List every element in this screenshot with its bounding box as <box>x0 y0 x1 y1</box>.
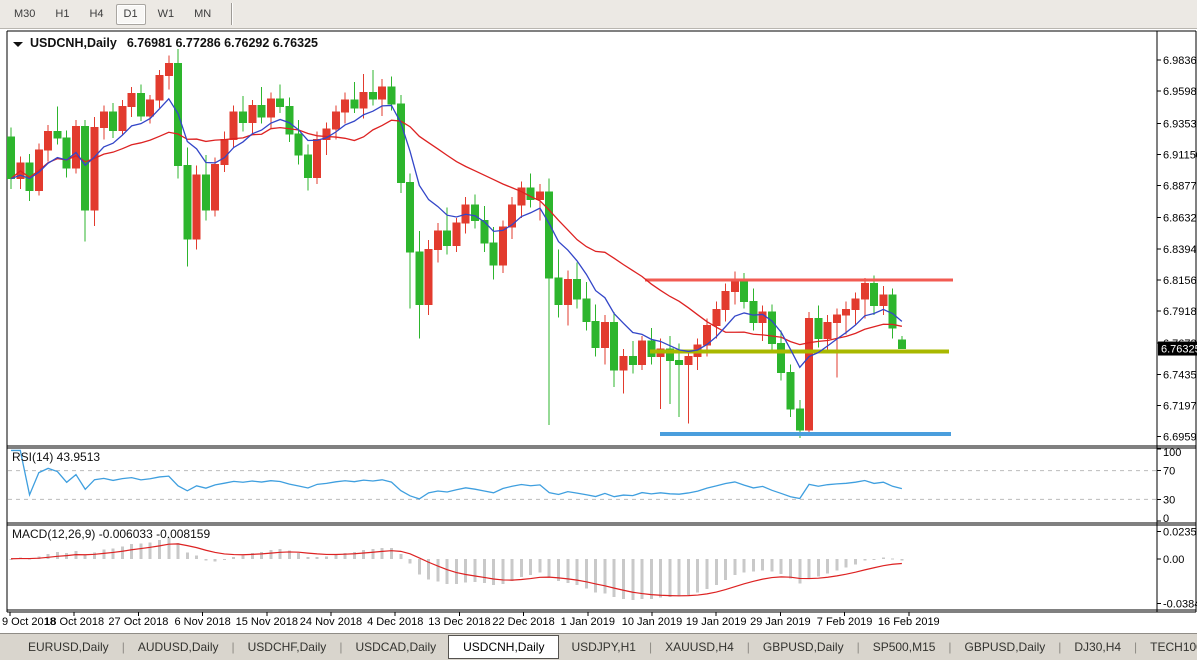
time-axis-label: 18 Oct 2018 <box>44 616 104 628</box>
pane-borders <box>6 30 1197 613</box>
chart-tab-audusd[interactable]: AUDUSD,Daily <box>137 640 219 654</box>
tab-separator: | <box>948 640 952 654</box>
price-axis-label: 6.71970 <box>1163 401 1197 413</box>
chart-tab-eurusd[interactable]: EURUSD,Daily <box>28 640 109 654</box>
tab-separator: | <box>231 640 235 654</box>
time-axis-label: 29 Jan 2019 <box>750 616 811 628</box>
time-axis-label: 7 Feb 2019 <box>817 616 873 628</box>
timeframe-button-d1[interactable]: D1 <box>115 3 146 25</box>
ma-slow-line <box>10 119 903 346</box>
timeframe-toolbar: M30 H1 H4 D1 W1 MN <box>0 0 1197 29</box>
tab-separator: | <box>648 640 653 654</box>
time-axis-label: 13 Dec 2018 <box>428 616 490 628</box>
tab-separator: | <box>746 640 750 654</box>
rsi-axis-label: 70 <box>1163 466 1175 478</box>
chart-tabbar: EURUSD,Daily | AUDUSD,Daily | USDCHF,Daily | U… <box>0 633 1197 660</box>
price-axis-label: 6.95980 <box>1163 86 1197 98</box>
tab-separator: | <box>1058 640 1062 654</box>
price-axis-label: 6.98360 <box>1163 55 1197 67</box>
chart-tab-xauusd[interactable]: XAUUSD,H4 <box>665 640 734 654</box>
price-axis-label: 6.88770 <box>1163 181 1197 193</box>
price-axis-label: 6.91150 <box>1163 149 1197 161</box>
price-axis[interactable]: 6.98360 6.95980 6.93530 6.91150 6.88770 6.863… <box>1157 55 1197 444</box>
time-axis-label: 22 Dec 2018 <box>492 616 554 628</box>
chart-tab-sp500[interactable]: SP500,M15 <box>872 640 936 654</box>
chart-tab-gbpusd[interactable]: GBPUSD,Daily <box>762 640 844 654</box>
chart-tab-usdcnh-active[interactable]: USDCNH,Daily <box>448 635 560 659</box>
rsi-pane[interactable]: RSI(14) 43.9513 100 70 30 0 <box>8 447 1181 525</box>
macd-pane[interactable]: MACD(12,26,9) -0.006033 -0.008159 0.02353… <box>9 526 1197 611</box>
tab-separator: | <box>121 640 125 654</box>
price-axis-label: 6.69590 <box>1163 432 1197 444</box>
time-axis-label: 15 Nov 2018 <box>236 616 298 628</box>
tab-separator: | <box>1134 640 1138 654</box>
chart-tab-dj30[interactable]: DJ30,H4 <box>1074 640 1122 654</box>
timeframe-button-w1[interactable]: W1 <box>157 7 175 20</box>
ma-fast-line <box>10 97 903 369</box>
tab-separator: | <box>339 640 343 654</box>
macd-signal-line <box>10 543 902 597</box>
chart-tab-usdcad[interactable]: USDCAD,Daily <box>355 640 437 654</box>
chart-tab-gbpusd[interactable]: GBPUSD,Daily <box>964 640 1046 654</box>
time-axis-label: 4 Dec 2018 <box>367 616 423 628</box>
time-axis-label: 6 Nov 2018 <box>174 616 230 628</box>
time-axis-label: 24 Nov 2018 <box>300 616 362 628</box>
time-axis-label: 19 Jan 2019 <box>686 616 747 628</box>
toolbar-divider <box>231 3 234 25</box>
time-axis-label: 9 Oct 2018 <box>2 616 56 628</box>
timeframe-button-m30[interactable]: M30 <box>14 7 36 20</box>
rsi-axis-label: 30 <box>1163 494 1175 506</box>
tab-separator: | <box>856 640 860 654</box>
rsi-line <box>11 449 903 500</box>
candles <box>7 49 906 438</box>
price-axis-label: 6.86320 <box>1163 213 1197 225</box>
time-axis-label: 16 Feb 2019 <box>878 616 940 628</box>
ohlc-readout: 6.76981 6.77286 6.76292 6.76325 <box>127 36 318 50</box>
macd-axis-label: 0.00 <box>1163 554 1184 566</box>
timeframe-button-h4[interactable]: H4 <box>89 7 104 20</box>
symbol-dropdown-icon[interactable] <box>13 42 23 47</box>
rsi-axis-label: 0 <box>1163 513 1169 525</box>
macd-label: MACD(12,26,9) -0.006033 -0.008159 <box>12 527 210 541</box>
candlestick-pane[interactable]: USDCNH,Daily 6.76981 6.77286 6.76292 6.76… <box>7 36 954 438</box>
chart-tab-tech100[interactable]: TECH100,H1 <box>1150 640 1197 654</box>
svg-text:6.76325: 6.76325 <box>1161 344 1197 356</box>
price-axis-label: 6.83940 <box>1163 244 1197 256</box>
timeframe-button-h1[interactable]: H1 <box>55 7 70 20</box>
chart-tab-usdjpy[interactable]: USDJPY,H1 <box>571 640 636 654</box>
rsi-axis-label: 100 <box>1163 447 1181 459</box>
macd-axis-label: -0.038466 <box>1163 599 1197 611</box>
price-axis-label: 6.93530 <box>1163 118 1197 130</box>
rsi-label: RSI(14) 43.9513 <box>12 450 100 464</box>
time-axis-label: 27 Oct 2018 <box>108 616 168 628</box>
timeframe-button-mn[interactable]: MN <box>194 7 212 20</box>
price-axis-label: 6.79180 <box>1163 306 1197 318</box>
current-price-tag: 6.76325 <box>1158 341 1197 356</box>
price-axis-label: 6.74350 <box>1163 369 1197 381</box>
time-axis-label: 1 Jan 2019 <box>561 616 615 628</box>
chart-title: USDCNH,Daily 6.76981 6.77286 6.76292 6.76… <box>30 36 318 50</box>
time-axis-label: 10 Jan 2019 <box>622 616 683 628</box>
price-axis-label: 6.81560 <box>1163 275 1197 287</box>
macd-axis-label: 0.023534 <box>1163 526 1197 538</box>
price-chart-window[interactable]: USDCNH,Daily 6.76981 6.77286 6.76292 6.76… <box>0 29 1197 633</box>
chart-tab-usdchf[interactable]: USDCHF,Daily <box>247 640 327 654</box>
